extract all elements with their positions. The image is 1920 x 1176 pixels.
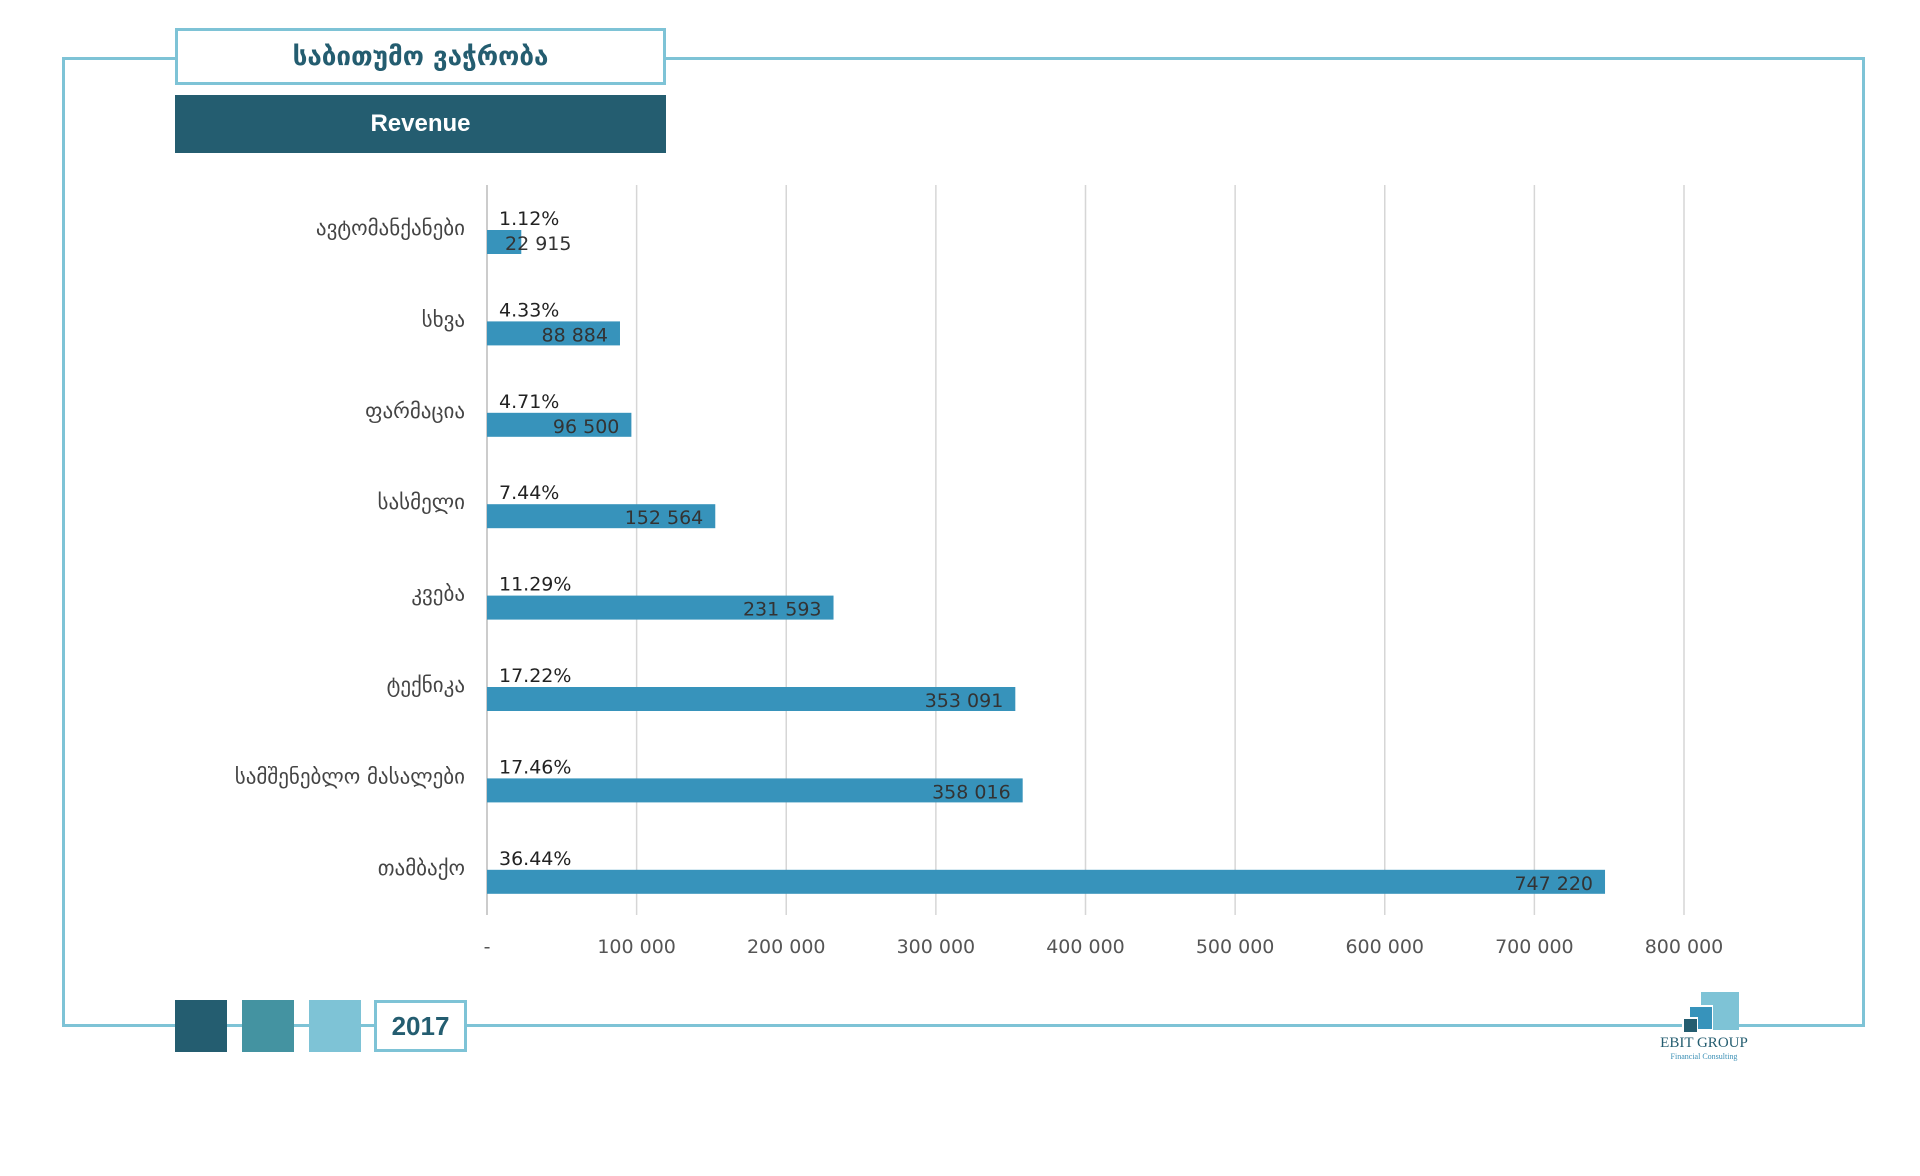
bar (487, 778, 1023, 803)
percent-label: 36.44% (499, 848, 571, 870)
category-label: ტექნიკა (387, 673, 465, 697)
category-label: თამბაქო (378, 856, 465, 880)
x-tick-label: 500 000 (1196, 936, 1275, 958)
percent-label: 17.22% (499, 665, 571, 687)
bar (487, 412, 632, 437)
x-tick-label: 400 000 (1046, 936, 1125, 958)
percent-label: 4.33% (499, 299, 559, 321)
x-tick-label: 200 000 (747, 936, 826, 958)
x-tick-label: - (484, 936, 491, 958)
logo-tagline: Financial Consulting (1670, 1052, 1738, 1061)
x-tick-label: 700 000 (1495, 936, 1574, 958)
value-label: 231 593 (743, 599, 822, 621)
value-label: 353 091 (925, 690, 1004, 712)
percent-label: 7.44% (499, 482, 559, 504)
value-label: 152 564 (625, 507, 704, 529)
legend-square-medium (242, 1000, 294, 1052)
page-title: საბითუმო ვაჭრობა (175, 28, 666, 85)
bar (487, 230, 522, 254)
value-label: 96 500 (553, 416, 619, 438)
x-tick-label: 600 000 (1345, 936, 1424, 958)
bar (487, 687, 1016, 711)
bar (487, 869, 1606, 894)
percent-label: 1.12% (499, 208, 559, 230)
percent-label: 17.46% (499, 756, 571, 778)
chart-subtitle: Revenue (175, 95, 666, 153)
x-tick-label: 800 000 (1645, 936, 1724, 958)
category-label: ავტომანქანები (316, 216, 465, 240)
ebit-group-logo-icon (1682, 992, 1739, 1033)
percent-label: 4.71% (499, 391, 559, 413)
legend-square-dark (175, 1000, 227, 1052)
category-label: კვება (411, 582, 465, 606)
value-label: 747 220 (1514, 873, 1593, 895)
category-label: ფარმაცია (365, 399, 465, 423)
category-label: სასმელი (378, 490, 465, 514)
x-tick-label: 300 000 (897, 936, 976, 958)
bar (487, 504, 716, 529)
value-label: 88 884 (542, 324, 608, 346)
legend-square-light (309, 1000, 361, 1052)
bar (487, 321, 620, 346)
value-label: 358 016 (932, 781, 1011, 803)
category-label: სხვა (422, 307, 465, 331)
percent-label: 11.29% (499, 574, 571, 596)
value-label: 22 915 (505, 233, 571, 255)
bar-chart: - 100 000 200 000 300 000 400 000 500 000 600 … (235, 185, 1724, 958)
x-tick-label: 100 000 (597, 936, 676, 958)
logo-name: EBIT GROUP (1660, 1035, 1748, 1051)
bar (487, 595, 834, 620)
category-label: სამშენებლო მასალები (235, 764, 465, 788)
year-badge: 2017 (374, 1000, 467, 1052)
chart-frame (62, 57, 1865, 1027)
